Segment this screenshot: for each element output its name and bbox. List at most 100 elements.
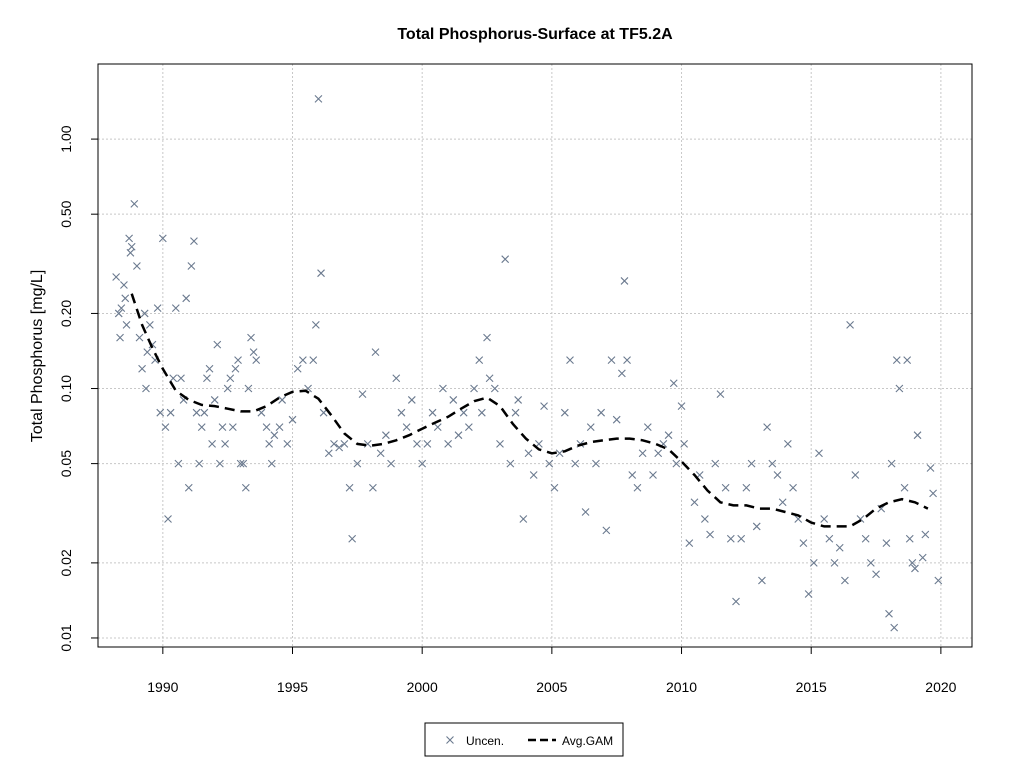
data-point — [913, 431, 922, 440]
data-point — [213, 340, 222, 349]
data-point — [866, 558, 875, 567]
data-point — [921, 530, 930, 539]
data-point — [903, 356, 912, 364]
data-point — [511, 408, 520, 417]
data-point — [747, 459, 756, 468]
data-point — [234, 356, 242, 364]
data-point — [789, 483, 797, 492]
data-point — [501, 255, 510, 264]
data-point — [348, 534, 357, 543]
data-point — [895, 384, 904, 393]
data-point — [892, 356, 901, 364]
data-point — [330, 439, 338, 448]
data-point — [835, 543, 844, 552]
data-point — [529, 471, 538, 479]
y-tick-label: 0.01 — [58, 624, 74, 651]
data-point — [929, 489, 937, 498]
data-point — [143, 348, 152, 356]
data-point — [721, 483, 730, 492]
data-point — [249, 348, 258, 356]
data-point — [262, 423, 271, 432]
data-point — [654, 449, 663, 458]
data-point — [340, 439, 349, 448]
data-point — [680, 439, 689, 448]
data-point — [174, 459, 183, 468]
data-point — [125, 234, 134, 243]
y-tick-label: 0.05 — [58, 450, 74, 477]
x-tick-label: 2010 — [666, 679, 697, 695]
data-point — [540, 402, 548, 411]
data-point — [716, 390, 725, 398]
data-point — [195, 459, 204, 468]
data-point — [617, 369, 626, 378]
data-point — [444, 439, 453, 448]
data-point — [638, 449, 647, 458]
data-point — [203, 374, 211, 383]
data-point — [247, 333, 255, 342]
data-point — [433, 423, 442, 432]
data-point — [413, 439, 421, 448]
data-point — [483, 333, 491, 342]
data-point — [192, 408, 201, 417]
data-point — [407, 396, 416, 404]
data-point — [117, 304, 126, 313]
data-point — [293, 364, 302, 373]
data-point — [737, 534, 746, 543]
data-point — [506, 459, 515, 468]
data-point — [244, 384, 253, 393]
data-point — [804, 590, 813, 598]
data-point — [278, 396, 287, 404]
data-point — [387, 459, 395, 468]
data-point — [252, 356, 261, 364]
data-point — [298, 356, 307, 364]
y-axis: 0.01 0.02 0.05 0.10 0.20 0.50 1.00 — [58, 125, 98, 652]
data-point — [459, 408, 468, 417]
data-point — [758, 576, 766, 585]
legend-label-uncen: Uncen. — [466, 734, 504, 748]
data-point — [566, 356, 574, 364]
data-point — [783, 439, 792, 448]
data-point — [908, 558, 917, 567]
data-point — [778, 498, 787, 507]
data-point — [311, 320, 320, 329]
data-point — [423, 439, 432, 448]
data-point — [369, 483, 377, 492]
data-point — [555, 449, 564, 458]
data-point — [283, 439, 292, 448]
legend-marker-uncen — [446, 736, 454, 744]
data-point — [145, 320, 154, 329]
data-point — [900, 483, 909, 492]
data-point — [197, 423, 206, 432]
data-point — [752, 522, 761, 531]
data-point — [345, 483, 354, 492]
data-point — [309, 356, 318, 364]
data-point — [726, 534, 735, 543]
data-point — [475, 356, 484, 364]
data-point — [158, 234, 167, 243]
data-point — [270, 431, 279, 440]
legend-label-gam: Avg.GAM — [562, 734, 613, 748]
data-point — [169, 374, 178, 383]
data-point — [633, 483, 642, 492]
data-point — [470, 384, 478, 393]
data-point — [545, 459, 554, 468]
data-point — [267, 459, 276, 468]
data-point — [464, 423, 473, 432]
data-point — [402, 423, 411, 432]
data-point — [275, 423, 284, 432]
y-tick-label: 0.02 — [58, 549, 74, 576]
data-point — [317, 269, 325, 278]
data-point — [490, 384, 499, 393]
data-point — [182, 294, 191, 303]
data-point — [602, 526, 611, 535]
data-point — [809, 558, 818, 567]
data-point — [236, 459, 245, 468]
data-point — [700, 515, 709, 523]
data-point — [371, 348, 380, 356]
data-point — [550, 483, 559, 492]
data-point — [353, 459, 362, 468]
data-point — [142, 384, 150, 393]
data-point — [926, 464, 935, 472]
x-tick-label: 1995 — [277, 679, 308, 695]
